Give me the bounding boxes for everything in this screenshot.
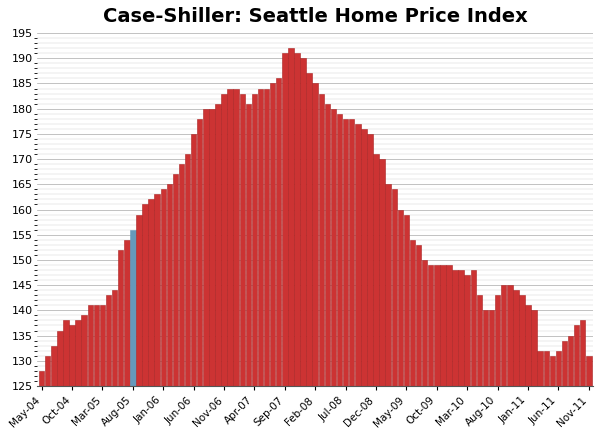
Bar bbox=[428, 265, 433, 386]
Bar bbox=[337, 114, 342, 386]
Bar bbox=[100, 305, 105, 386]
Bar bbox=[434, 265, 440, 386]
Bar bbox=[136, 215, 142, 386]
Bar bbox=[45, 356, 50, 386]
Bar bbox=[88, 305, 93, 386]
Bar bbox=[185, 154, 190, 386]
Bar bbox=[313, 83, 318, 386]
Bar bbox=[361, 129, 367, 386]
Bar bbox=[574, 326, 580, 386]
Bar bbox=[82, 315, 87, 386]
Title: Case-Shiller: Seattle Home Price Index: Case-Shiller: Seattle Home Price Index bbox=[103, 7, 527, 26]
Bar bbox=[124, 240, 130, 386]
Bar bbox=[525, 305, 531, 386]
Bar bbox=[556, 351, 561, 386]
Bar bbox=[325, 104, 330, 386]
Bar bbox=[282, 53, 287, 386]
Bar bbox=[161, 189, 166, 386]
Bar bbox=[294, 53, 300, 386]
Bar bbox=[349, 119, 355, 386]
Bar bbox=[568, 336, 573, 386]
Bar bbox=[106, 295, 111, 386]
Bar bbox=[209, 109, 215, 386]
Bar bbox=[288, 48, 293, 386]
Bar bbox=[57, 330, 62, 386]
Bar bbox=[489, 310, 494, 386]
Bar bbox=[464, 275, 470, 386]
Bar bbox=[355, 124, 361, 386]
Bar bbox=[416, 245, 421, 386]
Bar bbox=[258, 89, 263, 386]
Bar bbox=[239, 94, 245, 386]
Bar bbox=[215, 104, 221, 386]
Bar bbox=[495, 295, 500, 386]
Bar bbox=[112, 290, 118, 386]
Bar bbox=[264, 89, 269, 386]
Bar bbox=[307, 73, 312, 386]
Bar bbox=[142, 204, 148, 386]
Bar bbox=[203, 109, 209, 386]
Bar bbox=[167, 184, 172, 386]
Bar bbox=[51, 346, 56, 386]
Bar bbox=[331, 109, 336, 386]
Bar bbox=[154, 194, 160, 386]
Bar bbox=[39, 371, 44, 386]
Bar bbox=[476, 295, 482, 386]
Bar bbox=[562, 341, 567, 386]
Bar bbox=[550, 356, 555, 386]
Bar bbox=[343, 119, 349, 386]
Bar bbox=[440, 265, 446, 386]
Bar bbox=[252, 94, 257, 386]
Bar bbox=[392, 189, 397, 386]
Bar bbox=[519, 295, 524, 386]
Bar bbox=[507, 285, 512, 386]
Bar bbox=[373, 154, 379, 386]
Bar bbox=[301, 58, 306, 386]
Bar bbox=[76, 320, 81, 386]
Bar bbox=[410, 240, 415, 386]
Bar bbox=[118, 250, 124, 386]
Bar bbox=[70, 326, 75, 386]
Bar bbox=[227, 89, 233, 386]
Bar bbox=[276, 78, 281, 386]
Bar bbox=[270, 83, 275, 386]
Bar bbox=[586, 356, 592, 386]
Bar bbox=[148, 199, 154, 386]
Bar bbox=[379, 159, 385, 386]
Bar bbox=[197, 119, 202, 386]
Bar bbox=[367, 134, 373, 386]
Bar bbox=[470, 270, 476, 386]
Bar bbox=[221, 94, 227, 386]
Bar bbox=[580, 320, 586, 386]
Bar bbox=[179, 164, 184, 386]
Bar bbox=[191, 134, 196, 386]
Bar bbox=[385, 184, 391, 386]
Bar bbox=[538, 351, 543, 386]
Bar bbox=[94, 305, 99, 386]
Bar bbox=[483, 310, 488, 386]
Bar bbox=[501, 285, 506, 386]
Bar bbox=[532, 310, 537, 386]
Bar bbox=[245, 104, 251, 386]
Bar bbox=[422, 260, 427, 386]
Bar bbox=[404, 215, 409, 386]
Bar bbox=[398, 210, 403, 386]
Bar bbox=[458, 270, 464, 386]
Bar bbox=[452, 270, 458, 386]
Bar bbox=[544, 351, 549, 386]
Bar bbox=[446, 265, 452, 386]
Bar bbox=[63, 320, 69, 386]
Bar bbox=[130, 230, 136, 386]
Bar bbox=[319, 94, 324, 386]
Bar bbox=[173, 174, 178, 386]
Bar bbox=[513, 290, 518, 386]
Bar bbox=[233, 89, 239, 386]
